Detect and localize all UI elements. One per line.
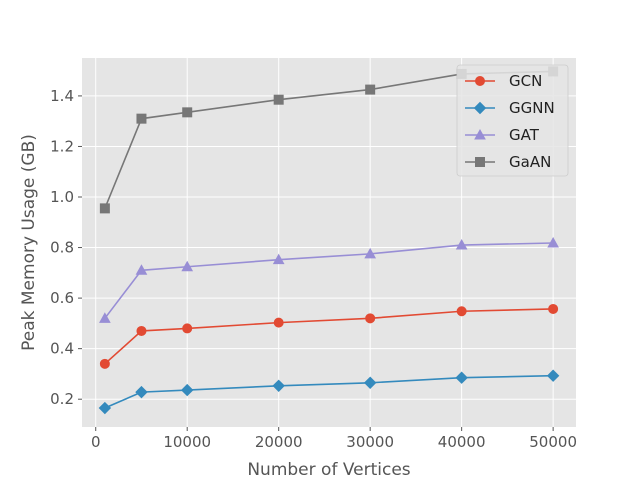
y-tick-label: 0.6	[50, 289, 74, 307]
legend-marker-ggnn	[473, 101, 487, 115]
data-point-gat	[135, 264, 148, 275]
y-tick-label: 1.4	[50, 87, 74, 105]
x-axis-ticks: 0 10000 20000 30000 40000 50000	[91, 427, 577, 451]
data-point-gcn	[365, 313, 376, 324]
y-tick-label: 1.0	[50, 188, 74, 206]
legend-item-gaan: GaAN	[465, 153, 551, 171]
data-point-gaan	[273, 94, 284, 105]
legend-marker-gcn	[475, 76, 485, 86]
data-point-gat	[455, 238, 468, 250]
data-point-ggnn	[363, 376, 377, 389]
data-point-ggnn	[455, 371, 468, 384]
y-axis-ticks: 0.2 0.4 0.6 0.8 1.0 1.2 1.4	[50, 87, 82, 408]
x-tick-label: 50000	[529, 433, 577, 451]
legend-label-gaan: GaAN	[509, 153, 551, 171]
data-point-gat	[547, 236, 559, 248]
data-point-gcn	[273, 317, 284, 328]
data-point-gcn	[182, 323, 193, 334]
data-point-ggnn	[180, 383, 194, 397]
data-point-gat	[364, 247, 377, 259]
legend-label-gcn: GCN	[509, 72, 542, 90]
data-point-gat	[99, 312, 111, 323]
legend: GCN GGNN GAT GaAN	[456, 64, 569, 177]
data-point-gaan	[99, 203, 110, 214]
legend-item-gcn: GCN	[465, 72, 542, 90]
data-point-ggnn	[98, 401, 112, 415]
data-point-ggnn	[272, 379, 285, 393]
data-point-gcn	[136, 325, 147, 336]
y-tick-label: 0.2	[50, 390, 74, 408]
x-tick-label: 0	[91, 433, 101, 451]
data-point-ggnn	[546, 369, 560, 382]
data-point-gaan	[365, 84, 376, 95]
legend-marker-gat	[474, 128, 486, 140]
series-gat	[99, 236, 559, 323]
x-tick-label: 30000	[346, 433, 394, 451]
grid-lines	[82, 58, 576, 427]
legend-box	[456, 64, 569, 177]
data-point-gcn	[548, 303, 559, 314]
data-point-gcn	[456, 306, 467, 317]
x-tick-label: 20000	[255, 433, 303, 451]
legend-item-ggnn: GGNN	[465, 99, 555, 117]
data-point-gat	[181, 260, 194, 272]
legend-label-ggnn: GGNN	[509, 99, 555, 117]
data-point-ggnn	[135, 385, 148, 399]
y-axis-label: Peak Memory Usage (GB)	[19, 134, 39, 351]
x-tick-label: 40000	[438, 433, 486, 451]
series-ggnn	[98, 369, 560, 415]
y-tick-label: 1.2	[50, 137, 74, 155]
data-point-gaan	[182, 107, 193, 118]
series-gcn	[99, 303, 559, 369]
data-point-gaan	[136, 113, 147, 124]
data-point-gcn	[99, 358, 110, 369]
legend-marker-gaan	[475, 157, 485, 167]
x-axis-label: Number of Vertices	[247, 460, 410, 480]
y-tick-label: 0.4	[50, 340, 74, 358]
legend-item-gat: GAT	[465, 126, 540, 144]
x-tick-label: 10000	[163, 433, 211, 451]
y-tick-label: 0.8	[50, 239, 74, 257]
data-point-gat	[272, 253, 285, 265]
legend-label-gat: GAT	[509, 126, 540, 144]
